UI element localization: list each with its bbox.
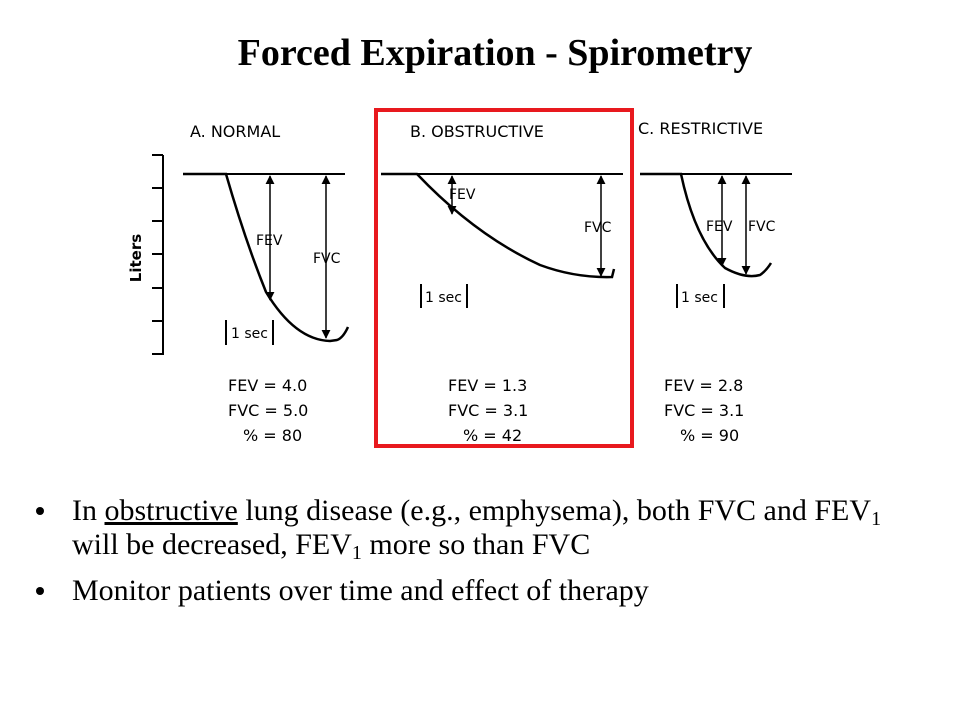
bullet-item: In obstructive lung disease (e.g., emphy… — [30, 494, 930, 564]
expiration-curve — [640, 172, 773, 278]
underlined-term: obstructive — [104, 494, 238, 527]
panel-heading: A. NORMAL — [190, 122, 280, 141]
expiration-curve — [183, 172, 350, 343]
subscript: 1 — [871, 508, 882, 530]
fvc-marker: FVC — [584, 220, 612, 236]
panel-heading: B. OBSTRUCTIVE — [410, 122, 544, 141]
panel-normal: A. NORMAL FEV FVC 1 sec FEV = 4.0 FVC = … — [183, 122, 350, 445]
bullet-text: lung disease (e.g., emphysema), both FVC… — [237, 494, 872, 527]
fvc-value: FVC = 3.1 — [664, 401, 744, 420]
fev-value: FEV = 2.8 — [664, 376, 743, 395]
time-marker: 1 sec — [681, 290, 718, 306]
fev-value: FEV = 4.0 — [228, 376, 307, 395]
time-marker: 1 sec — [231, 326, 268, 342]
fev-marker: FEV — [256, 233, 283, 249]
fev-value: FEV = 1.3 — [448, 376, 527, 395]
y-axis — [152, 154, 164, 355]
fev-marker: FEV — [449, 187, 476, 203]
panel-restrictive: C. RESTRICTIVE FEV FVC 1 sec FEV = 2.8 F… — [638, 119, 792, 445]
subscript: 1 — [351, 542, 362, 564]
bullet-item: Monitor patients over time and effect of… — [30, 574, 930, 608]
percent-value: % = 80 — [243, 426, 302, 445]
fvc-marker: FVC — [748, 219, 776, 235]
fvc-value: FVC = 5.0 — [228, 401, 308, 420]
bullet-text: In — [72, 494, 105, 527]
panel-obstructive: B. OBSTRUCTIVE FEV FVC 1 sec FEV = 1.3 F… — [374, 108, 634, 448]
panel-heading: C. RESTRICTIVE — [638, 119, 763, 138]
bullet-list: In obstructive lung disease (e.g., emphy… — [30, 494, 930, 620]
fvc-value: FVC = 3.1 — [448, 401, 528, 420]
slide-title: Forced Expiration - Spirometry — [237, 32, 753, 74]
percent-value: % = 90 — [680, 426, 739, 445]
expiration-curve — [381, 172, 616, 279]
bullet-text: more so than FVC — [361, 528, 591, 561]
percent-value: % = 42 — [463, 426, 522, 445]
spirometry-diagram: Liters A. NORMAL FEV FVC 1 sec FEV = 4.0… — [127, 108, 792, 448]
fvc-marker: FVC — [313, 251, 341, 267]
highlight-box — [374, 108, 634, 448]
bullet-text: will be decreased, FEV — [72, 528, 352, 561]
y-axis-label: Liters — [127, 234, 145, 282]
time-marker: 1 sec — [425, 290, 462, 306]
fev-marker: FEV — [706, 219, 733, 235]
